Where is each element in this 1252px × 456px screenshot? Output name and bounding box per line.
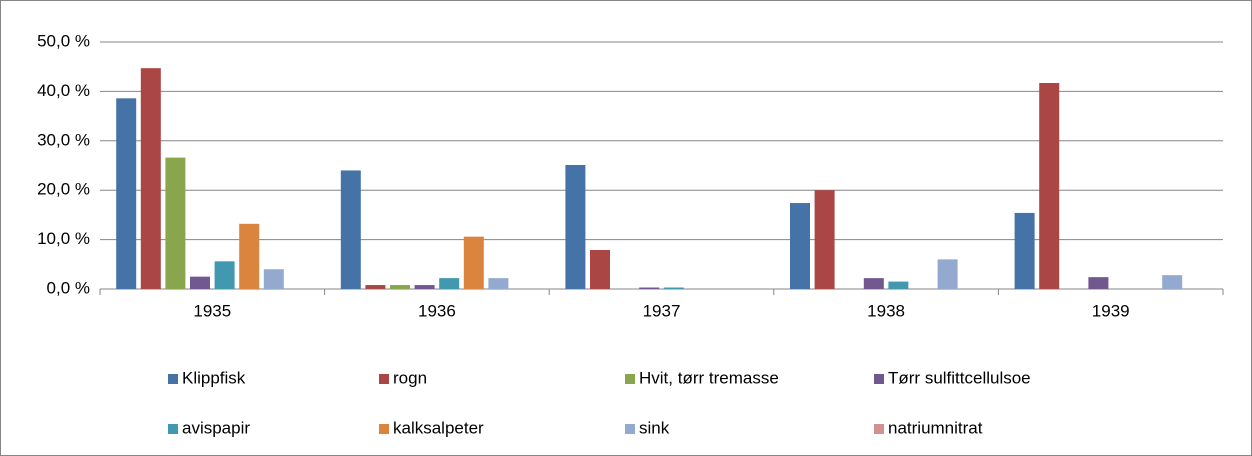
bar [488, 278, 509, 289]
bar [390, 285, 410, 289]
legend-swatch [168, 374, 178, 384]
legend-swatch [625, 374, 635, 384]
legend-label: kalksalpeter [393, 418, 484, 437]
bar [140, 68, 161, 289]
legend-label: natriumnitrat [888, 418, 983, 437]
legend-label: sink [639, 418, 670, 437]
bar [439, 278, 460, 289]
bar [340, 170, 361, 289]
x-tick-label: 1937 [643, 301, 681, 320]
legend-swatch [625, 424, 635, 434]
y-tick-label: 30,0 % [37, 130, 90, 149]
bar [565, 165, 586, 289]
legend-label: rogn [393, 368, 427, 387]
bar [365, 285, 386, 289]
bar [937, 259, 958, 289]
bar [814, 190, 835, 289]
y-tick-label: 40,0 % [37, 81, 90, 100]
bar [214, 261, 235, 289]
y-tick-label: 50,0 % [37, 31, 90, 50]
bar [239, 223, 260, 289]
legend-label: Hvit, tørr tremasse [639, 368, 779, 387]
x-tick-label: 1939 [1092, 301, 1130, 320]
bar [1014, 212, 1035, 289]
bar [263, 269, 284, 289]
bar [463, 236, 484, 289]
y-tick-label: 20,0 % [37, 180, 90, 199]
x-tick-label: 1938 [867, 301, 905, 320]
legend-swatch [379, 374, 389, 384]
legend-swatch [379, 424, 389, 434]
bar [590, 249, 610, 289]
legend-swatch [874, 374, 884, 384]
y-tick-label: 0,0 % [47, 278, 90, 297]
bar [663, 287, 684, 289]
bar [1039, 83, 1060, 289]
bar [116, 98, 137, 289]
bar [1088, 277, 1109, 289]
legend-swatch [874, 424, 884, 434]
bar [190, 276, 210, 289]
bar [414, 285, 435, 289]
legend-label: Tørr sulfittcellulsoe [888, 368, 1031, 387]
x-tick-label: 1935 [193, 301, 231, 320]
y-tick-label: 10,0 % [37, 229, 90, 248]
bar [165, 157, 186, 289]
x-tick-label: 1936 [418, 301, 456, 320]
bar [888, 281, 909, 289]
bar [639, 287, 660, 289]
bar [863, 278, 884, 289]
bar [1162, 275, 1183, 289]
legend-label: avispapir [182, 418, 250, 437]
legend-label: Klippfisk [182, 368, 246, 387]
legend-swatch [168, 424, 178, 434]
bar [790, 203, 810, 289]
